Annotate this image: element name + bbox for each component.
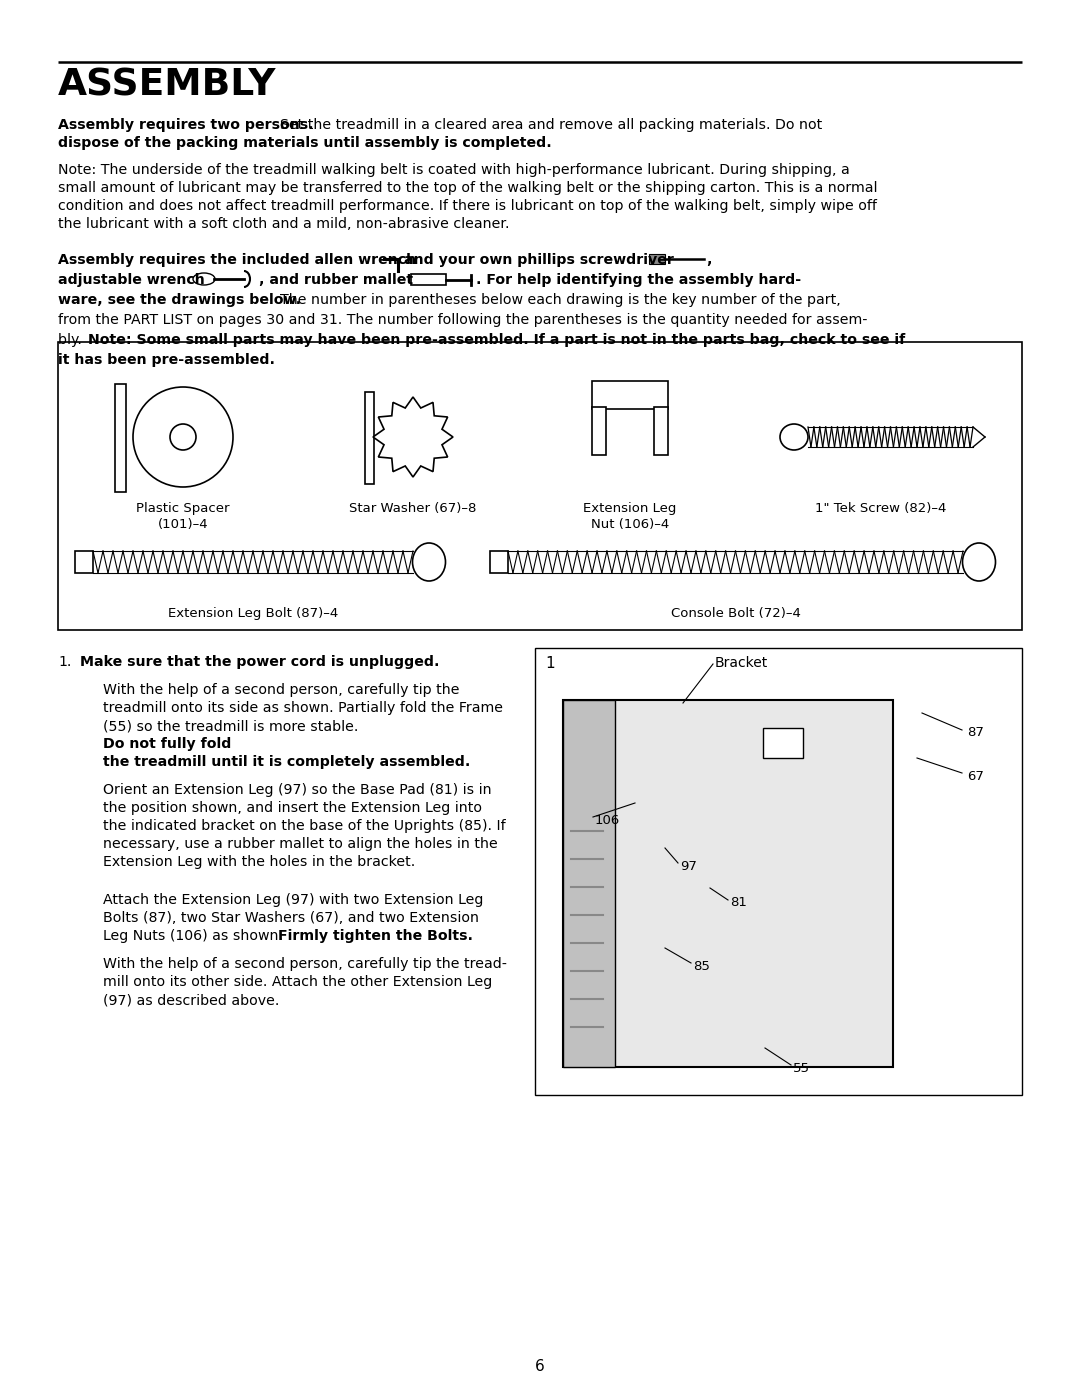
Text: , and rubber mallet: , and rubber mallet [259, 272, 414, 286]
Text: Firmly tighten the Bolts.: Firmly tighten the Bolts. [278, 929, 473, 943]
Bar [75, 550, 93, 573]
Text: 81: 81 [730, 897, 747, 909]
Text: the position shown, and insert the Extension Leg into: the position shown, and insert the Exten… [103, 800, 482, 814]
Bar [563, 700, 893, 1067]
Text: Note: The underside of the treadmill walking belt is coated with high-performanc: Note: The underside of the treadmill wal… [58, 163, 850, 177]
Text: 87: 87 [967, 726, 984, 739]
Text: the indicated bracket on the base of the Uprights (85). If: the indicated bracket on the base of the… [103, 819, 505, 833]
Ellipse shape [193, 272, 215, 285]
Circle shape [133, 387, 233, 488]
Text: Plastic Spacer: Plastic Spacer [136, 502, 230, 515]
Text: ,: , [706, 253, 712, 267]
Text: Console Bolt (72)–4: Console Bolt (72)–4 [671, 608, 800, 620]
Text: adjustable wrench: adjustable wrench [58, 272, 205, 286]
Text: 1" Tek Screw (82)–4: 1" Tek Screw (82)–4 [814, 502, 946, 515]
Bar [490, 550, 508, 573]
Text: 6: 6 [535, 1359, 545, 1375]
Bar [58, 342, 1022, 630]
Bar [411, 274, 446, 285]
Text: small amount of lubricant may be transferred to the top of the walking belt or t: small amount of lubricant may be transfe… [58, 182, 877, 196]
Bar [563, 700, 615, 1067]
Text: Make sure that the power cord is unplugged.: Make sure that the power cord is unplugg… [80, 655, 440, 669]
Bar [114, 384, 126, 492]
Text: 97: 97 [680, 859, 697, 873]
Text: Assembly requires two persons.: Assembly requires two persons. [58, 117, 313, 131]
Text: Star Washer (67)–8: Star Washer (67)–8 [349, 502, 476, 515]
Text: Attach the Extension Leg (97) with two Extension Leg: Attach the Extension Leg (97) with two E… [103, 893, 484, 907]
Text: 67: 67 [967, 770, 984, 782]
Bar [762, 728, 804, 759]
Text: Note: Some small parts may have been pre-assembled. If a part is not in the part: Note: Some small parts may have been pre… [87, 332, 905, 346]
Text: dispose of the packing materials until assembly is completed.: dispose of the packing materials until a… [58, 136, 552, 149]
Text: 85: 85 [693, 960, 710, 972]
Polygon shape [373, 397, 453, 476]
Text: Do not fully fold: Do not fully fold [103, 738, 231, 752]
Text: Bolts (87), two Star Washers (67), and two Extension: Bolts (87), two Star Washers (67), and t… [103, 911, 480, 925]
Text: and your own phillips screwdriver: and your own phillips screwdriver [404, 253, 674, 267]
Text: 106: 106 [595, 813, 620, 827]
Text: . For help identifying the assembly hard-: . For help identifying the assembly hard… [476, 272, 801, 286]
Text: necessary, use a rubber mallet to align the holes in the: necessary, use a rubber mallet to align … [103, 837, 498, 851]
Text: 55: 55 [793, 1062, 810, 1074]
Text: the lubricant with a soft cloth and a mild, non-abrasive cleaner.: the lubricant with a soft cloth and a mi… [58, 217, 510, 231]
Text: Extension Leg with the holes in the bracket.: Extension Leg with the holes in the brac… [103, 855, 415, 869]
Bar [649, 254, 665, 264]
Text: (97) as described above.: (97) as described above. [103, 993, 280, 1007]
Text: mill onto its other side. Attach the other Extension Leg: mill onto its other side. Attach the oth… [103, 975, 492, 989]
Bar [592, 381, 669, 409]
Text: Nut (106)–4: Nut (106)–4 [591, 518, 670, 531]
Bar [535, 648, 1022, 1095]
Text: Extension Leg Bolt (87)–4: Extension Leg Bolt (87)–4 [167, 608, 338, 620]
Bar [365, 393, 374, 483]
Text: 1: 1 [545, 657, 555, 671]
Text: it has been pre-assembled.: it has been pre-assembled. [58, 353, 275, 367]
Circle shape [170, 425, 195, 450]
Text: treadmill onto its side as shown. Partially fold the Frame: treadmill onto its side as shown. Partia… [103, 701, 503, 715]
Ellipse shape [413, 543, 446, 581]
Bar [654, 407, 669, 455]
Text: (101)–4: (101)–4 [158, 518, 208, 531]
Text: from the PART LIST on pages 30 and 31. The number following the parentheses is t: from the PART LIST on pages 30 and 31. T… [58, 313, 867, 327]
Text: Assembly requires the included allen wrench: Assembly requires the included allen wre… [58, 253, 416, 267]
Text: The number in parentheses below each drawing is the key number of the part,: The number in parentheses below each dra… [280, 293, 840, 307]
Text: ware, see the drawings below.: ware, see the drawings below. [58, 293, 301, 307]
Text: condition and does not affect treadmill performance. If there is lubricant on to: condition and does not affect treadmill … [58, 198, 877, 212]
Text: With the help of a second person, carefully tip the: With the help of a second person, carefu… [103, 683, 459, 697]
Text: bly.: bly. [58, 332, 86, 346]
Text: Orient an Extension Leg (97) so the Base Pad (81) is in: Orient an Extension Leg (97) so the Base… [103, 782, 491, 798]
Ellipse shape [962, 543, 996, 581]
Bar [592, 407, 606, 455]
Text: ASSEMBLY: ASSEMBLY [58, 68, 276, 103]
Text: the treadmill until it is completely assembled.: the treadmill until it is completely ass… [103, 754, 471, 768]
Text: 1.: 1. [58, 655, 71, 669]
Text: Leg Nuts (106) as shown.: Leg Nuts (106) as shown. [103, 929, 287, 943]
Text: (55) so the treadmill is more stable.: (55) so the treadmill is more stable. [103, 719, 363, 733]
Text: With the help of a second person, carefully tip the tread-: With the help of a second person, carefu… [103, 957, 507, 971]
Text: Extension Leg: Extension Leg [583, 502, 677, 515]
Text: Set the treadmill in a cleared area and remove all packing materials. ​Do not: Set the treadmill in a cleared area and … [280, 117, 822, 131]
Ellipse shape [780, 425, 808, 450]
Text: Bracket: Bracket [715, 657, 768, 671]
